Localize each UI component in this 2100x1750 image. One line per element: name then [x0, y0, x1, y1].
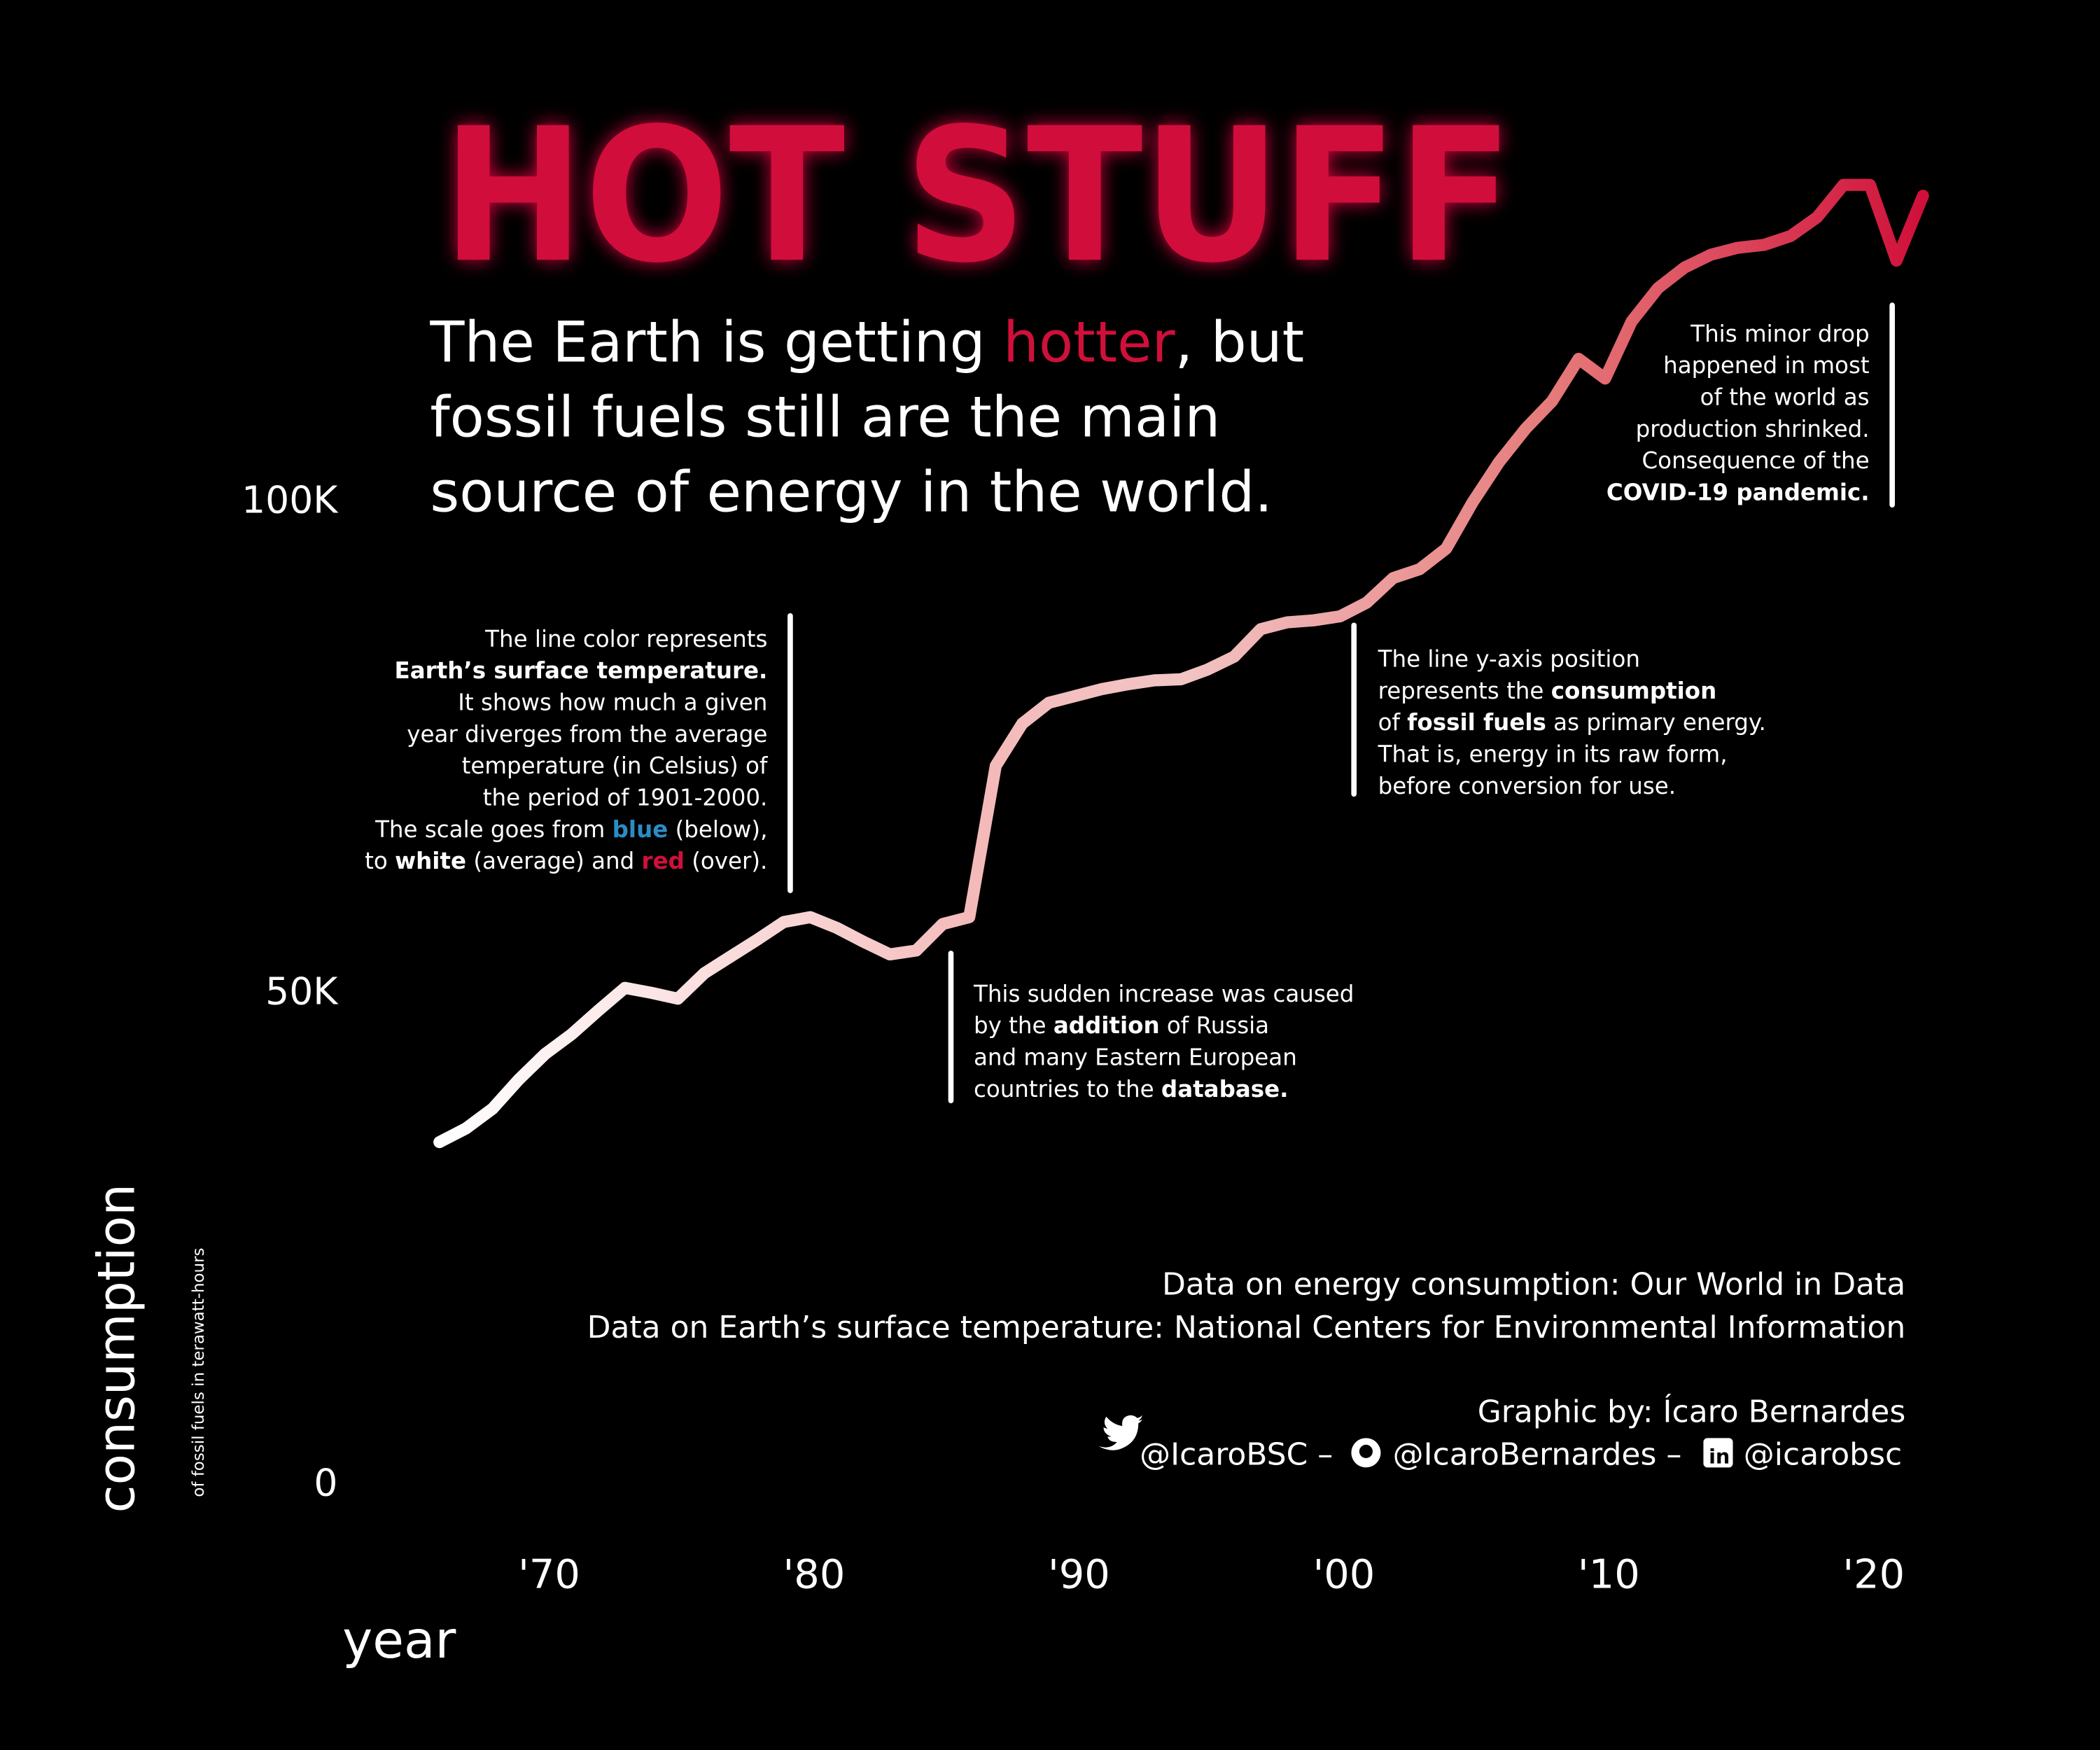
annotation: The line color represents [484, 626, 767, 652]
text-span: (below), [668, 816, 767, 843]
linkedin-icon [1703, 1438, 1733, 1468]
text-span: countries to the [974, 1076, 1161, 1102]
subtitle: source of energy in the world. [430, 459, 1273, 525]
handle: @IcaroBernardes – [1393, 1437, 1682, 1473]
text-span: and many Eastern European [974, 1044, 1297, 1070]
text-span: This sudden increase was caused [973, 981, 1354, 1007]
text-span: fossil fuels still are the main [430, 384, 1220, 450]
annotation: Earth’s surface temperature. [395, 657, 768, 684]
y-axis-label: consumption [88, 1184, 147, 1513]
github-icon-inner [1359, 1444, 1373, 1459]
text-span: of Russia [1160, 1012, 1270, 1039]
source: Data on Earth’s surface temperature: Nat… [587, 1310, 1906, 1345]
text-span: as primary energy. [1546, 709, 1766, 736]
source: Data on energy consumption: Our World in… [1162, 1267, 1905, 1303]
annotation: before conversion for use. [1378, 773, 1676, 799]
text-span: of [1378, 709, 1408, 736]
annotation: It shows how much a given [458, 690, 767, 716]
text-span: The line color represents [484, 626, 767, 652]
text-span: The line y-axis position [1378, 646, 1640, 673]
annotation: year diverges from the average [407, 721, 767, 748]
text-span: Consequence of the [1642, 447, 1869, 474]
text-span: , but [1175, 309, 1304, 374]
text-span: the period of 1901-2000. [483, 785, 768, 811]
text-span: The scale goes from [374, 816, 612, 843]
annotation: happened in most [1663, 352, 1870, 379]
text-span: white [395, 848, 466, 874]
text-span: hotter [1003, 309, 1175, 374]
annotation: This minor drop [1690, 321, 1869, 347]
annotation: of the world as [1700, 384, 1870, 410]
annotation: the period of 1901-2000. [483, 785, 768, 811]
y-tick-label: 0 [314, 1461, 337, 1505]
annotation: COVID-19 pandemic. [1606, 479, 1870, 505]
text-span: blue [612, 816, 668, 843]
text-span: (average) and [466, 848, 642, 874]
x-tick-label: '10 [1578, 1551, 1640, 1598]
text-span: (over). [685, 848, 768, 874]
annotation: countries to the database. [974, 1076, 1289, 1102]
text-span: addition [1054, 1012, 1160, 1039]
text-span: represents the [1378, 678, 1551, 704]
annotation: temperature (in Celsius) of [462, 752, 769, 779]
y-axis-sublabel: of fossil fuels in terawatt-hours [190, 1248, 208, 1497]
annotation: by the addition of Russia [974, 1012, 1269, 1039]
x-axis-label: year [342, 1611, 456, 1670]
text-span: by the [974, 1012, 1054, 1039]
text-span: red [642, 848, 685, 874]
subtitle: fossil fuels still are the main [430, 384, 1220, 450]
text-span: year diverges from the average [407, 721, 767, 748]
x-tick-label: '80 [783, 1551, 846, 1598]
text-span: consumption [1551, 678, 1716, 704]
annotation: production shrinked. [1636, 416, 1870, 442]
twitter-icon [1098, 1415, 1142, 1450]
annotation: of fossil fuels as primary energy. [1378, 709, 1766, 736]
text-span: before conversion for use. [1378, 773, 1676, 799]
annotation: and many Eastern European [974, 1044, 1297, 1070]
text-span: fossil fuels [1407, 709, 1546, 736]
annotation: This sudden increase was caused [973, 981, 1354, 1007]
annotation-bars [788, 302, 1895, 1104]
text-span: temperature (in Celsius) of [462, 752, 769, 779]
handle: @IcaroBSC – [1140, 1437, 1333, 1473]
y-tick-label: 50K [265, 969, 339, 1014]
annotation: That is, energy in its raw form, [1378, 741, 1728, 768]
chart-title: HOT STUFF [442, 89, 1513, 304]
data-line [433, 178, 1929, 1149]
text-span: of the world as [1700, 384, 1870, 410]
text-span: happened in most [1663, 352, 1870, 379]
x-tick-label: '90 [1048, 1551, 1110, 1598]
text-span: The Earth is getting [429, 309, 1003, 374]
text-span: database. [1161, 1076, 1289, 1102]
subtitle: The Earth is getting hotter, but [429, 309, 1304, 374]
text-span: to [365, 848, 395, 874]
annotation: The line y-axis position [1378, 646, 1640, 673]
handle: @icarobsc [1744, 1437, 1902, 1473]
annotation: The scale goes from blue (below), [374, 816, 767, 843]
text-span: Earth’s surface temperature. [395, 657, 768, 684]
credit: Graphic by: Ícaro Bernardes [1478, 1392, 1906, 1429]
text-span: This minor drop [1690, 321, 1869, 347]
annotation: to white (average) and red (over). [365, 848, 767, 874]
annotation: represents the consumption [1378, 678, 1717, 704]
x-tick-label: '00 [1312, 1551, 1375, 1598]
text-span: That is, energy in its raw form, [1378, 741, 1728, 768]
text-span: source of energy in the world. [430, 459, 1273, 525]
text-span: It shows how much a given [458, 690, 767, 716]
x-tick-label: '70 [518, 1551, 580, 1598]
text-span: production shrinked. [1636, 416, 1870, 442]
text-span: COVID-19 pandemic. [1606, 479, 1870, 505]
annotation: Consequence of the [1642, 447, 1869, 474]
y-tick-label: 100K [241, 478, 339, 522]
x-tick-label: '20 [1842, 1551, 1905, 1598]
linkedin-icon-text: in [1709, 1445, 1730, 1469]
